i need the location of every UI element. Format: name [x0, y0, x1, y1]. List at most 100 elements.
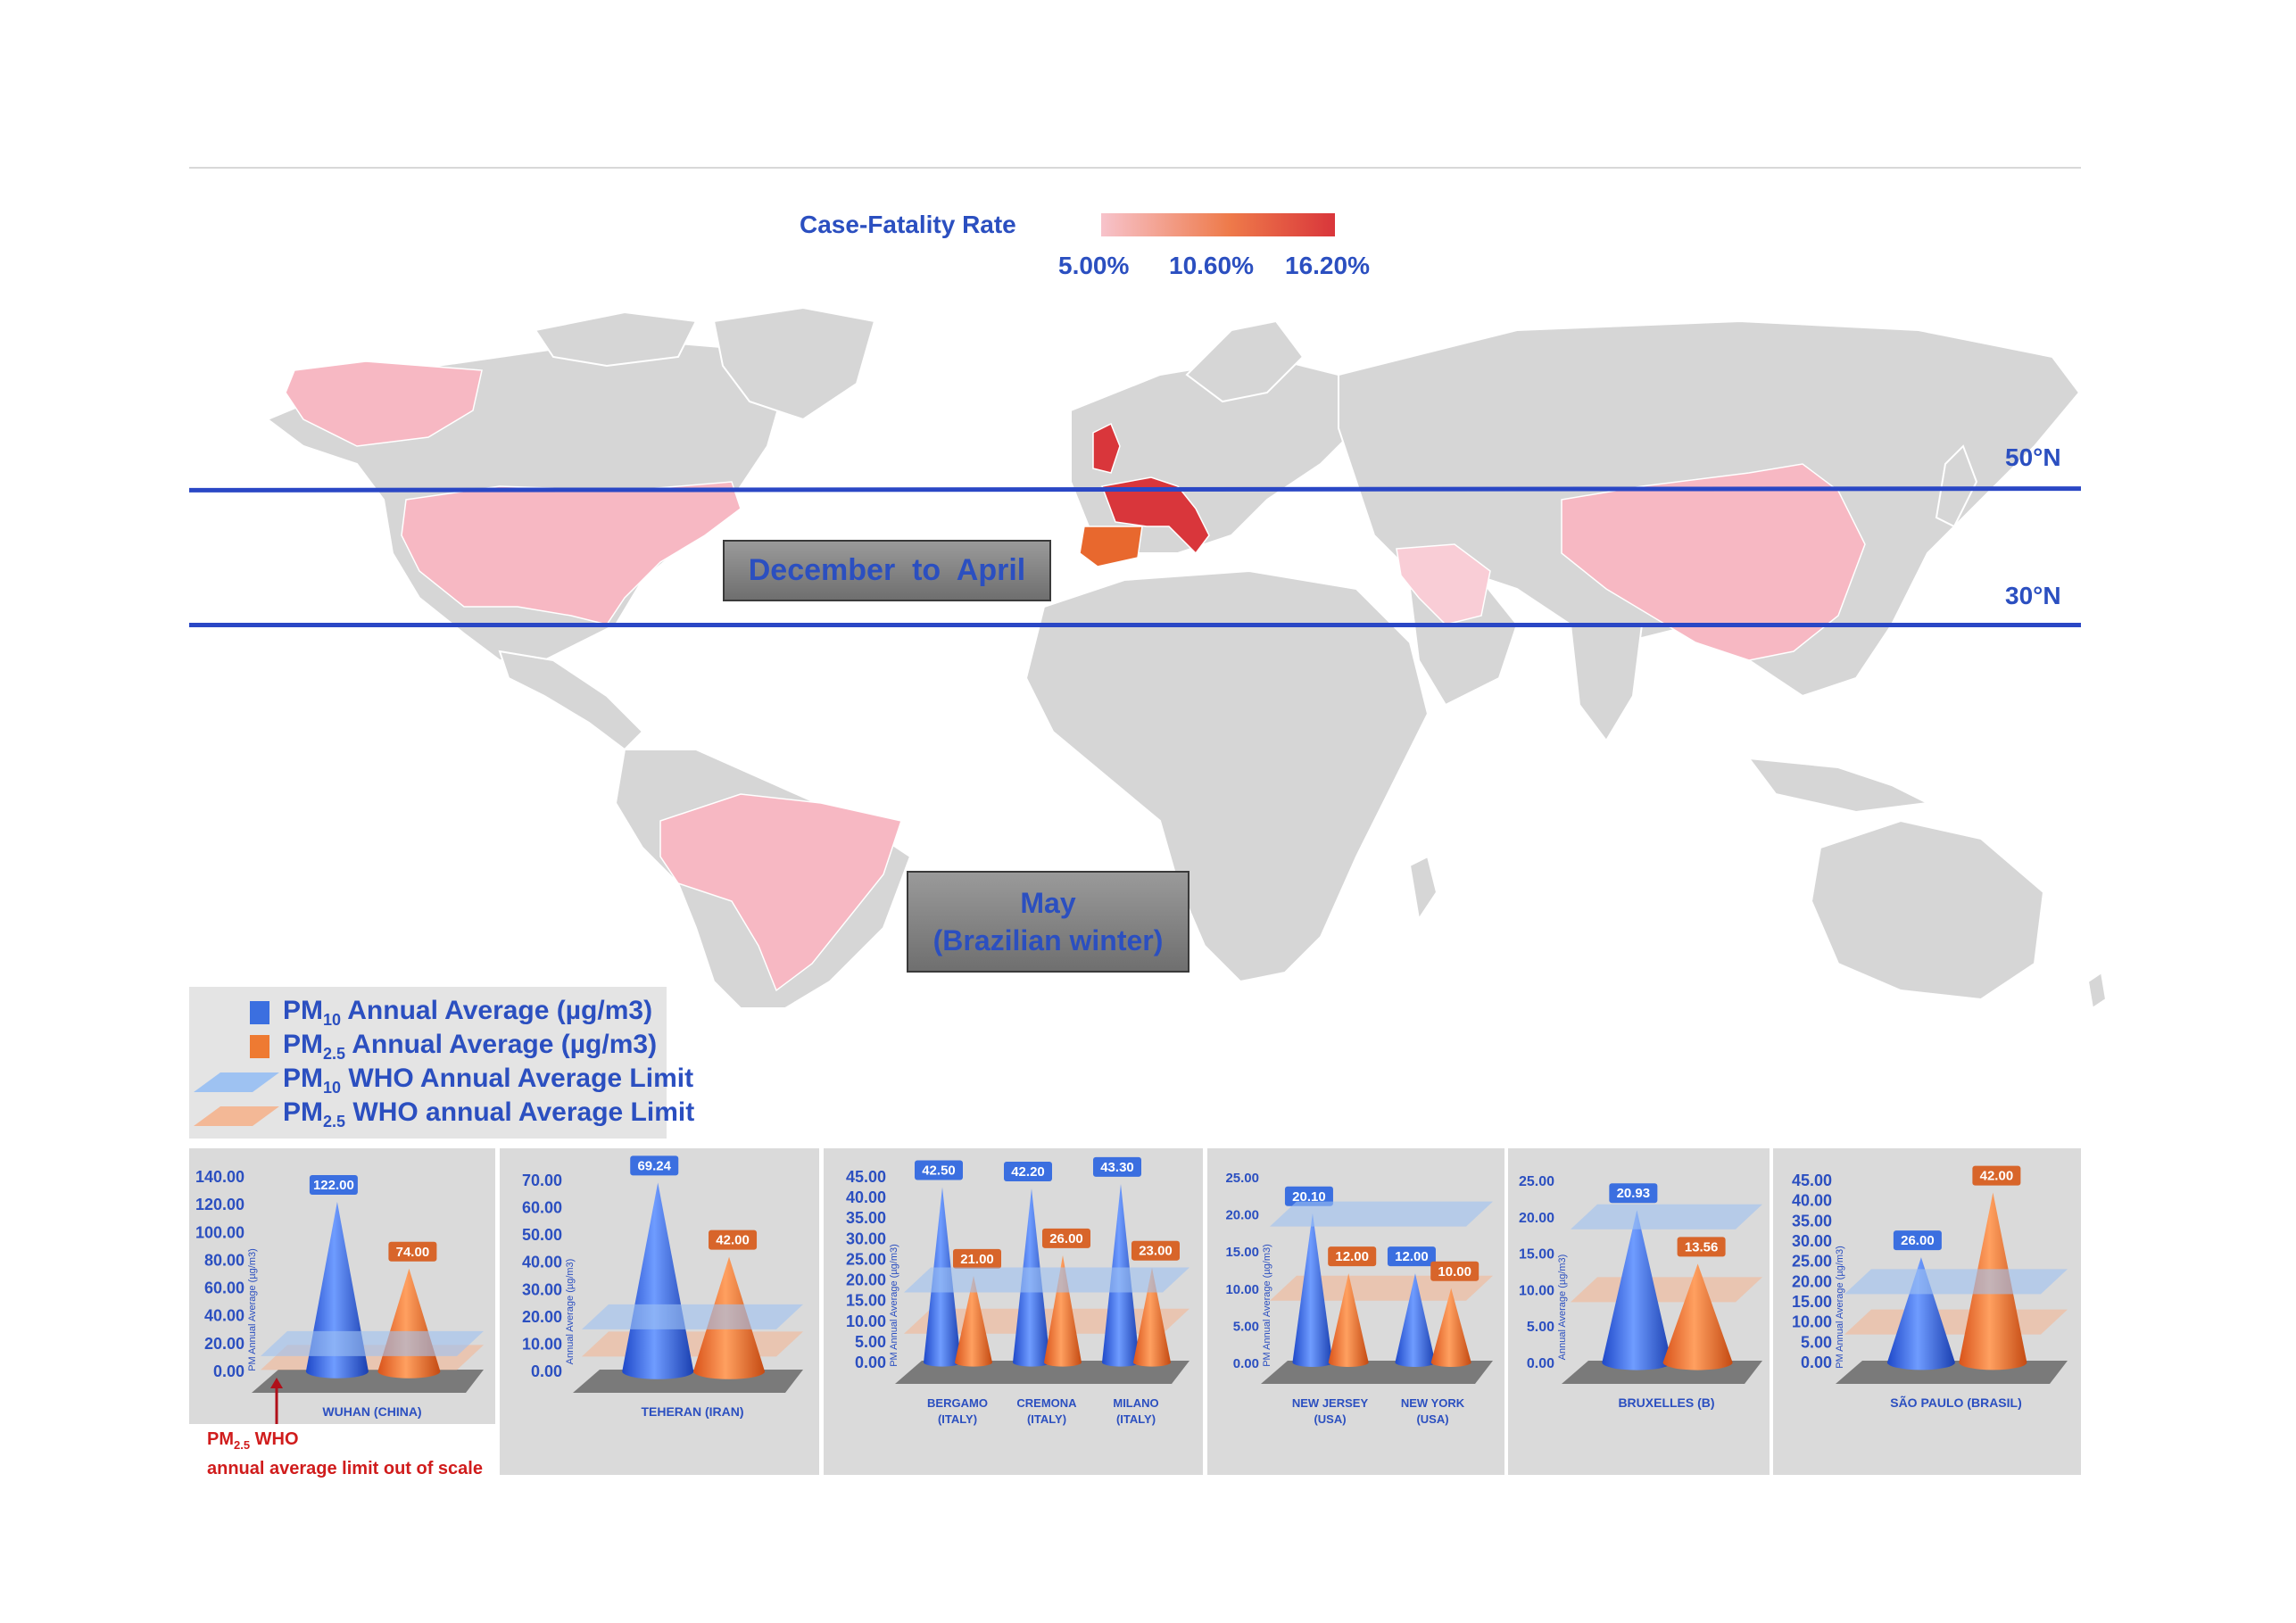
y-tick-label: 40.00	[522, 1254, 562, 1271]
y-tick-label: 20.00	[846, 1271, 886, 1289]
data-label-box	[1609, 1183, 1658, 1204]
data-label: 122.00	[313, 1178, 354, 1193]
scandinavia-land	[1185, 319, 1305, 403]
cfr-label-mid: 10.60%	[1169, 252, 1254, 279]
pm10-limit-swatch	[194, 1072, 279, 1092]
category-label: (USA)	[1314, 1412, 1346, 1426]
pm10-who-limit-plane	[582, 1304, 803, 1329]
data-label-box	[1387, 1246, 1436, 1267]
data-label-box	[1284, 1186, 1333, 1206]
y-tick-label: 45.00	[1792, 1172, 1832, 1189]
chart-italy-svg: 0.00 5.00 10.00 15.00 20.00 25.00 30.00 35.00 40…	[846, 1156, 1189, 1426]
chart-panel-bruxelles: 0.00 5.00 10.00 15.00 20.00 25.00 Annual Avera…	[1508, 1148, 1770, 1475]
chart-teheran-svg: 0.00 10.00 20.00 30.00 40.00 50.00 60.00 70.00 A…	[522, 1155, 803, 1419]
y-tick-label: 20.00	[1519, 1211, 1554, 1226]
greenland-land	[712, 306, 876, 421]
y-tick-label: 10.00	[1792, 1313, 1832, 1331]
y-axis-label: PM Annual Average (µg/m3)	[1262, 1244, 1272, 1367]
category-label: CREMONA	[1016, 1396, 1077, 1410]
data-label-box	[1430, 1261, 1480, 1281]
pm10-limit-legend-label: PM10 WHO Annual Average Limit	[283, 1064, 694, 1097]
data-label: 42.00	[1980, 1169, 2014, 1184]
data-label-box	[915, 1160, 963, 1180]
y-tick-label: 15.00	[1225, 1245, 1259, 1260]
category-label: TEHERAN (IRAN)	[641, 1404, 743, 1419]
y-tick-label: 140.00	[195, 1168, 245, 1186]
data-label-box	[953, 1248, 1001, 1269]
data-label: 69.24	[637, 1158, 671, 1173]
data-label: 13.56	[1685, 1239, 1719, 1255]
y-tick-label: 0.00	[1527, 1356, 1554, 1371]
data-label-box	[1093, 1156, 1141, 1177]
spain-highlight	[1079, 526, 1143, 567]
y-tick-label: 30.00	[522, 1280, 562, 1298]
data-label: 42.00	[716, 1233, 750, 1248]
y-tick-label: 0.00	[1233, 1356, 1259, 1371]
cfr-label-max: 16.20%	[1285, 252, 1370, 279]
category-label: BERGAMO	[927, 1396, 988, 1410]
y-tick-label: 100.00	[195, 1223, 245, 1241]
pm25-cone	[1044, 1255, 1082, 1367]
china-highlight	[1561, 463, 1866, 661]
y-tick-label: 0.00	[1801, 1354, 1832, 1371]
category-label: NEW YORK	[1401, 1396, 1465, 1410]
y-axis-label: PM Annual Average (µg/m3)	[889, 1244, 899, 1367]
red-arrow-icon	[270, 1378, 283, 1424]
pm10-cone	[1886, 1257, 1955, 1370]
category-label: (ITALY)	[1116, 1412, 1156, 1426]
chart-panel-italy: 0.00 5.00 10.00 15.00 20.00 25.00 30.00 35.00 40…	[824, 1148, 1203, 1475]
pm25-cone	[955, 1275, 992, 1367]
y-tick-label: 10.00	[1225, 1282, 1259, 1297]
y-tick-label: 15.00	[1519, 1247, 1554, 1263]
data-label: 12.00	[1395, 1249, 1429, 1264]
pm25-cone	[1430, 1288, 1471, 1367]
y-axis-label: Annual Average (µg/m3)	[1557, 1255, 1568, 1361]
season-north-box: December to April	[723, 540, 1051, 601]
category-label: BRUXELLES (B)	[1618, 1395, 1714, 1410]
chart-panel-wuhan: 0.00 20.00 40.00 60.00 80.00 100.00 120.00 140.…	[189, 1148, 495, 1475]
data-label: 10.00	[1438, 1264, 1471, 1279]
data-label-box	[1004, 1161, 1052, 1181]
y-tick-label: 120.00	[195, 1196, 245, 1213]
y-tick-label: 45.00	[846, 1168, 886, 1186]
season-south-line1: May	[1020, 887, 1076, 919]
pm10-legend-label: PM10 Annual Average (µg/m3)	[283, 996, 653, 1029]
y-tick-label: 15.00	[846, 1292, 886, 1310]
y-tick-label: 40.00	[204, 1307, 245, 1325]
cfr-label-min: 5.00%	[1058, 252, 1130, 279]
y-axis-label: Annual Average (µg/m3)	[565, 1259, 576, 1365]
pm-legend: PM10 Annual Average (µg/m3) PM2.5 Annual…	[189, 987, 694, 1139]
pm25-out-of-scale-note: PM2.5 WHO annual average limit out of sc…	[207, 1429, 483, 1478]
y-tick-label: 25.00	[1225, 1171, 1259, 1186]
category-label: NEW JERSEY	[1292, 1396, 1369, 1410]
pm10-who-limit-plane	[1844, 1269, 2068, 1295]
y-tick-label: 5.00	[855, 1333, 886, 1351]
y-axis-label: PM Annual Average (µg/m3)	[247, 1248, 258, 1371]
y-tick-label: 0.00	[855, 1354, 886, 1371]
y-tick-label: 60.00	[522, 1199, 562, 1217]
y-tick-label: 5.00	[1801, 1333, 1832, 1351]
pm25-who-limit-plane	[1844, 1309, 2068, 1335]
data-label-box	[630, 1155, 679, 1176]
pm25-limit-swatch	[194, 1106, 279, 1126]
data-label: 74.00	[396, 1245, 430, 1260]
pm25-who-limit-plane	[1571, 1277, 1762, 1303]
category-label: SÃO PAULO (BRASIL)	[1890, 1395, 2022, 1410]
data-label-box	[1042, 1228, 1090, 1248]
india-land	[1569, 624, 1644, 742]
chart-wuhan-svg: 0.00 20.00 40.00 60.00 80.00 100.00 120.00 140.…	[195, 1168, 484, 1419]
madagascar-land	[1408, 855, 1438, 922]
season-south-line2: (Brazilian winter)	[932, 924, 1164, 956]
pm25-who-limit-plane	[1270, 1275, 1493, 1301]
pm10-cone	[1395, 1273, 1436, 1367]
latitude-30n-line	[189, 623, 2081, 627]
chart-floor	[895, 1361, 1189, 1384]
y-tick-label: 35.00	[1792, 1212, 1832, 1230]
data-label: 20.10	[1292, 1189, 1326, 1205]
chart-panel-usa: 0.00 5.00 10.00 15.00 20.00 25.00 PM Annual Av…	[1207, 1148, 1504, 1475]
data-label: 21.00	[960, 1252, 994, 1267]
chart-floor	[252, 1370, 484, 1393]
data-label: 12.00	[1335, 1249, 1369, 1264]
pm25-cone	[1328, 1273, 1369, 1367]
